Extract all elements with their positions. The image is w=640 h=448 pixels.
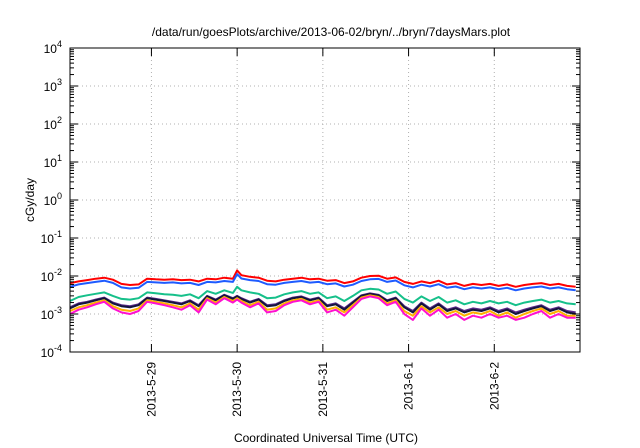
x-tick-label: 2013-5-31 — [316, 362, 330, 417]
y-axis-label: cGy/day — [23, 178, 37, 222]
x-tick-label: 2013-6-2 — [487, 362, 501, 410]
x-tick-label: 2013-6-1 — [402, 362, 416, 410]
axis-ticks: 10-4 10-3 10-2 10-1 100 101 102 103 104 2013-5-29… — [41, 39, 580, 417]
series-line-7 — [69, 295, 576, 321]
series-line-1 — [69, 269, 576, 288]
grid-lines — [70, 48, 580, 352]
x-tick-label: 2013-5-30 — [230, 362, 244, 417]
y-tick-label: 10-2 — [41, 267, 62, 284]
y-tick-label: 102 — [44, 115, 62, 132]
y-tick-label: 101 — [44, 153, 62, 170]
y-tick-label: 10-3 — [41, 305, 62, 322]
chart-title: /data/run/goesPlots/archive/2013-06-02/b… — [152, 25, 511, 39]
y-tick-label: 10-1 — [41, 229, 62, 246]
data-series — [69, 269, 576, 321]
series-line-3 — [69, 285, 576, 307]
y-tick-label: 104 — [44, 39, 62, 56]
x-tick-label: 2013-5-29 — [144, 362, 158, 417]
series-line-6 — [69, 294, 576, 319]
y-tick-label: 100 — [44, 191, 62, 208]
series-line-5 — [69, 292, 576, 315]
x-axis-label: Coordinated Universal Time (UTC) — [234, 431, 418, 445]
series-line-2 — [69, 273, 576, 292]
y-tick-label: 103 — [44, 77, 62, 94]
y-tick-label: 10-4 — [41, 343, 62, 360]
